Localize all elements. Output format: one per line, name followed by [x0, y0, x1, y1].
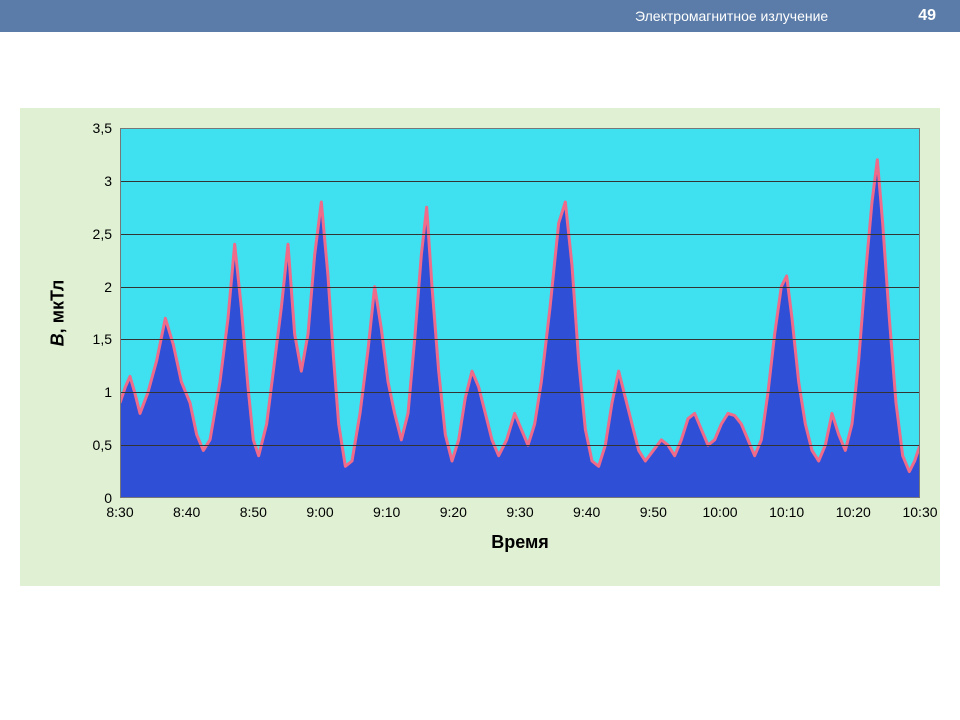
- x-tick-label: 9:10: [373, 498, 400, 520]
- x-tick-label: 9:00: [306, 498, 333, 520]
- x-tick-label: 9:20: [440, 498, 467, 520]
- page-number: 49: [918, 7, 936, 25]
- x-tick-label: 8:30: [106, 498, 133, 520]
- x-tick-label: 10:00: [702, 498, 737, 520]
- x-tick-label: 8:40: [173, 498, 200, 520]
- top-border: [120, 128, 920, 129]
- y-tick-label: 0,5: [93, 437, 120, 453]
- y-axis-label: В, мкТл: [48, 280, 69, 347]
- gridline: [120, 445, 920, 446]
- x-tick-label: 8:50: [240, 498, 267, 520]
- series-area: [120, 160, 920, 498]
- y-tick-label: 3: [104, 173, 120, 189]
- chart-panel: 00,511,522,533,58:308:408:509:009:109:20…: [20, 108, 940, 586]
- y-tick-label: 3,5: [93, 120, 120, 136]
- x-axis-line: [120, 497, 920, 498]
- x-tick-label: 9:30: [506, 498, 533, 520]
- gridline: [120, 234, 920, 235]
- x-axis-label: Время: [491, 532, 549, 553]
- x-tick-label: 9:40: [573, 498, 600, 520]
- y-tick-label: 1,5: [93, 331, 120, 347]
- gridline: [120, 181, 920, 182]
- gridline: [120, 392, 920, 393]
- area-chart: [120, 128, 920, 498]
- x-tick-label: 10:20: [836, 498, 871, 520]
- gridline: [120, 287, 920, 288]
- x-tick-label: 9:50: [640, 498, 667, 520]
- y-axis-line: [120, 128, 121, 498]
- x-tick-label: 10:10: [769, 498, 804, 520]
- gridline: [120, 339, 920, 340]
- right-border: [919, 128, 920, 498]
- x-tick-label: 10:30: [902, 498, 937, 520]
- header-bar: Электромагнитное излучение 49: [0, 0, 960, 32]
- y-tick-label: 1: [104, 384, 120, 400]
- y-tick-label: 2,5: [93, 226, 120, 242]
- plot-area: 00,511,522,533,58:308:408:509:009:109:20…: [120, 128, 920, 498]
- header-title: Электромагнитное излучение: [635, 8, 828, 24]
- y-tick-label: 2: [104, 279, 120, 295]
